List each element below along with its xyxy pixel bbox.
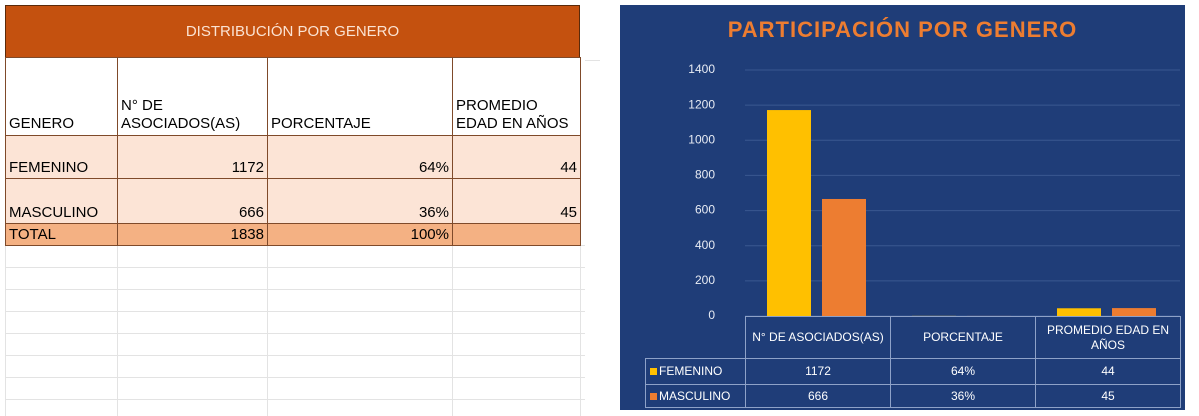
legend-label: FEMENINO — [659, 364, 723, 378]
table-cell: 100% — [267, 223, 453, 246]
sheet-grid-line — [267, 245, 268, 416]
spreadsheet: DISTRIBUCIÓN POR GENERO GENERO N° DE ASOCI… — [5, 5, 600, 416]
x-category-label: N° DE ASOCIADOS(AS) — [745, 316, 891, 359]
y-tick-label: 0 — [708, 308, 715, 322]
table-cell: 64% — [267, 135, 453, 179]
data-table-cell: 1172 — [745, 358, 891, 385]
table-title: DISTRIBUCIÓN POR GENERO — [5, 5, 580, 58]
x-category-label: PORCENTAJE — [890, 316, 1036, 359]
bar — [1057, 308, 1101, 316]
legend-cell: FEMENINO — [645, 358, 746, 385]
table-cell: 44 — [452, 135, 581, 179]
table-cell: FEMENINO — [5, 135, 118, 179]
column-header: N° DE ASOCIADOS(AS) — [117, 57, 268, 136]
table-cell: 1838 — [117, 223, 268, 246]
y-tick-label: 200 — [695, 273, 715, 287]
table-cell: TOTAL — [5, 223, 118, 246]
sheet-grid-line — [580, 245, 581, 416]
sheet-grid-line — [5, 311, 585, 312]
table-cell: 45 — [452, 178, 581, 224]
sheet-grid-line — [5, 289, 585, 290]
column-header: GENERO — [5, 57, 118, 136]
chart-panel: PARTICIPACIÓN POR GENERO 0 200 400 600 800 10… — [620, 5, 1185, 410]
table-cell: MASCULINO — [5, 178, 118, 224]
sheet-grid-line — [5, 245, 6, 416]
sheet-grid-line — [5, 399, 585, 400]
sheet-grid-line — [585, 60, 600, 61]
legend-swatch — [650, 392, 657, 400]
legend-swatch — [650, 368, 657, 375]
legend-label: MASCULINO — [659, 388, 731, 403]
data-table-cell: 44 — [1035, 358, 1181, 385]
y-tick-label: 600 — [695, 203, 715, 217]
bar — [1112, 308, 1156, 316]
column-header: PORCENTAJE — [267, 57, 453, 136]
chart-title: PARTICIPACIÓN POR GENERO — [727, 17, 1078, 42]
bar — [822, 198, 866, 316]
data-table-cell: 64% — [890, 358, 1036, 385]
sheet-grid-line — [117, 245, 118, 416]
y-tick-label: 1200 — [688, 97, 715, 111]
sheet-grid-line — [452, 245, 453, 416]
sheet-grid-line — [5, 377, 585, 378]
column-header: PROMEDIO EDAD EN AÑOS — [452, 57, 581, 136]
y-tick-label: 800 — [695, 168, 715, 182]
data-table-cell: 36% — [890, 384, 1036, 408]
table-cell: 1172 — [117, 135, 268, 179]
y-tick-label: 400 — [695, 238, 715, 252]
x-category-label: PROMEDIO EDAD EN AÑOS — [1035, 316, 1181, 359]
y-tick-label: 1400 — [688, 62, 715, 76]
table-cell: 666 — [117, 178, 268, 224]
table-cell: 36% — [267, 178, 453, 224]
bar — [767, 110, 811, 316]
table-cell — [452, 223, 581, 246]
legend-cell: MASCULINO — [645, 384, 746, 408]
y-tick-label: 1000 — [688, 132, 715, 146]
data-table-cell: 45 — [1035, 384, 1181, 408]
sheet-grid-line — [5, 355, 585, 356]
plot: 0 200 400 600 800 1000 1200 1400 — [688, 62, 1180, 322]
sheet-grid-line — [5, 267, 585, 268]
sheet-grid-line — [5, 333, 585, 334]
data-table-cell: 666 — [745, 384, 891, 408]
